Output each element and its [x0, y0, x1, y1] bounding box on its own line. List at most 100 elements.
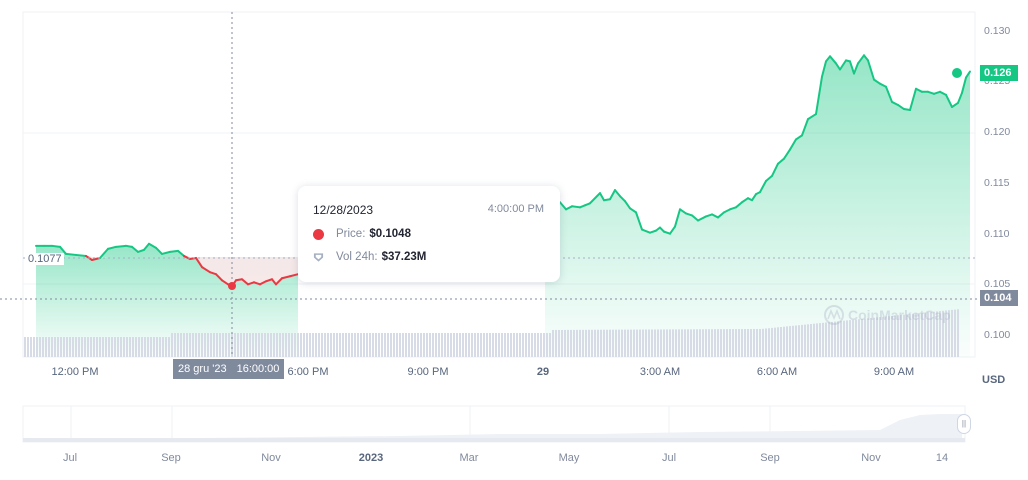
price-line-segment [599, 192, 605, 202]
navigator-tick: 14 [935, 452, 949, 464]
price-line-segment [281, 275, 291, 280]
y-tick: 0.105 [984, 278, 1011, 290]
price-line-segment [783, 148, 791, 160]
price-line-segment [777, 157, 785, 165]
x-tick: 9:00 PM [407, 366, 449, 378]
price-line-segment [771, 162, 779, 177]
price-line-segment [853, 62, 859, 75]
price-line-segment [209, 271, 217, 276]
navigator-tick: Jul [661, 452, 677, 464]
watermark-logo: CoinMarketCap [824, 305, 951, 325]
price-line-segment [161, 250, 171, 255]
y-tick: 0.110 [984, 228, 1010, 240]
price-line-segment [619, 195, 626, 203]
navigator-tick: Jul [62, 452, 78, 464]
price-line-segment [927, 90, 935, 95]
price-line-segment [857, 54, 865, 65]
price-line-segment [939, 90, 947, 96]
chart-tooltip: 12/28/2023 4:00:00 PM Price: $0.1048 Vol… [298, 186, 560, 282]
navigator-series [23, 414, 962, 442]
price-line-segment [705, 213, 713, 218]
x-tick: 12:00 PM [51, 366, 99, 378]
svg-text:CoinMarketCap: CoinMarketCap [848, 307, 951, 323]
price-line-segment [735, 201, 743, 209]
price-line-segment [131, 245, 139, 253]
price-line-segment [669, 225, 676, 235]
price-line-segment [751, 193, 757, 202]
price-chart[interactable]: CoinMarketCap [0, 0, 1028, 400]
x-tick: 29 [536, 366, 550, 378]
tooltip-volume-row: Vol 24h: $37.23M [313, 251, 426, 263]
tooltip-volume-value: $37.23M [381, 251, 427, 263]
price-line-segment [863, 54, 869, 62]
price-line-segment [741, 197, 749, 204]
price-line-segment [241, 278, 249, 286]
price-line-segment [195, 256, 203, 269]
price-line-segment [259, 280, 267, 286]
current-price-badge: 0.126 [980, 65, 1018, 81]
tooltip-price-row: Price: $0.1048 [313, 228, 411, 240]
navigator-tick: Sep [161, 452, 181, 464]
price-line-segment [559, 201, 567, 211]
x-tick: 3:00 AM [639, 366, 681, 378]
volume-bars [24, 309, 959, 357]
price-line-segment [965, 70, 971, 79]
price-line-segment [821, 60, 827, 78]
y-tick: 0.100 [984, 329, 1011, 341]
price-line-segment [271, 278, 277, 286]
price-line-segment [697, 215, 707, 222]
price-line-segment [815, 75, 823, 116]
crosshair-time-label: 28 gru '23 16:00:00 [173, 359, 285, 379]
price-line-segment [275, 277, 283, 286]
price-line-segment [629, 207, 637, 214]
price-line-segment [903, 108, 911, 112]
price-line-segment [915, 87, 923, 93]
price-line-segment [711, 213, 719, 219]
price-line-segment [951, 101, 959, 108]
crosshair-point-marker [228, 282, 236, 290]
price-line-segment [215, 273, 223, 282]
price-line-segment [169, 249, 179, 253]
price-line-segment [201, 266, 211, 274]
currency-label: USD [982, 374, 1006, 386]
price-line-segment [891, 100, 899, 106]
range-navigator[interactable] [0, 400, 1028, 450]
price-line-segment [685, 212, 693, 217]
navigator-right-handle[interactable]: || [957, 414, 971, 434]
price-line-segment [125, 244, 133, 248]
price-line-segment [691, 214, 699, 222]
price-line-segment [137, 248, 145, 253]
price-line-segment [879, 82, 887, 88]
price-line-segment [99, 247, 109, 259]
price-line-segment [115, 244, 127, 248]
price-line-segment [51, 244, 61, 248]
price-line-segment [717, 211, 725, 219]
price-line-segment [807, 113, 817, 121]
price-line-segment [679, 208, 687, 215]
price-line-segment [253, 281, 261, 286]
price-line-segment [649, 229, 657, 234]
x-tick: 6:00 PM [287, 366, 329, 378]
navigator-tick: 2023 [358, 452, 384, 464]
price-line-segment [148, 242, 157, 249]
price-line-segment [641, 228, 651, 234]
price-line-segment [107, 245, 117, 250]
current-price-marker [952, 68, 962, 78]
baseline-price-label: 0.1077 [26, 253, 64, 265]
price-line-segment [759, 179, 767, 194]
tooltip-price-value: $0.1048 [369, 228, 411, 240]
price-line-segment [825, 55, 831, 63]
tooltip-time: 4:00:00 PM [487, 203, 544, 215]
price-line-segment [65, 252, 77, 256]
tooltip-date: 12/28/2023 [313, 203, 374, 217]
y-tick: 0.130 [984, 25, 1011, 37]
navigator-tick: Sep [760, 452, 780, 464]
price-line-segment [723, 208, 731, 214]
y-tick: 0.120 [984, 126, 1011, 138]
price-line-segment [235, 278, 243, 282]
price-line-segment [933, 90, 941, 95]
navigator-tick: Nov [861, 452, 881, 464]
crosshair-date: 28 gru '23 [178, 363, 227, 375]
price-area-down [36, 256, 298, 287]
x-tick: 9:00 AM [873, 366, 915, 378]
